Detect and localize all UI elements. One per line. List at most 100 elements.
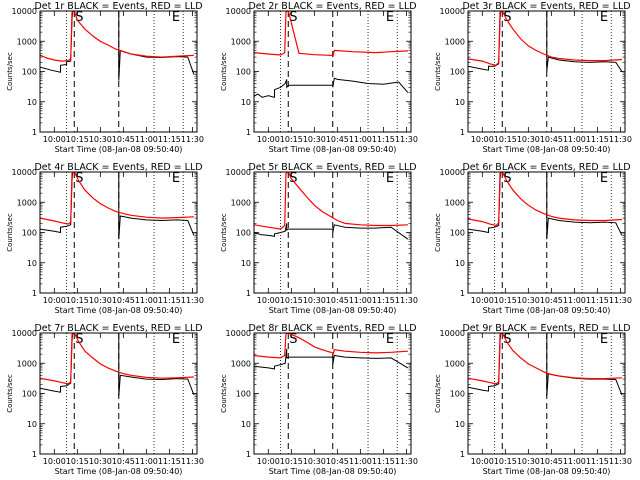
x-tick-label: 10:30	[303, 135, 326, 144]
x-axis-label: Start Time (08-Jan-08 09:50:40)	[55, 467, 183, 476]
events-series-line	[468, 11, 623, 72]
y-axis-label: Counts/sec	[220, 52, 228, 91]
chart-title: Det 9r BLACK = Events, RED = LLD	[462, 323, 630, 334]
chart-title: Det 7r BLACK = Events, RED = LLD	[34, 323, 202, 334]
y-tick-label: 1	[460, 289, 465, 298]
y-tick-label: 1	[246, 128, 251, 137]
y-tick-label: 10000	[226, 329, 251, 338]
event-marker-label: S	[75, 10, 83, 25]
chart-panel-6: Det 6r BLACK = Events, RED = LLD 1 10 100 10…	[434, 162, 632, 315]
x-axis-label: Start Time (08-Jan-08 09:50:40)	[55, 306, 183, 315]
reference-lines	[280, 11, 398, 132]
x-tick-label: 10:15	[66, 135, 89, 144]
x-tick-label: 10:30	[303, 296, 326, 305]
series-group	[254, 172, 409, 240]
y-tick-label: 1	[32, 289, 37, 298]
x-tick-label: 10:15	[280, 135, 303, 144]
events-series-line	[40, 172, 195, 240]
x-tick-label: 10:45	[112, 457, 135, 466]
series-group	[40, 172, 195, 240]
event-marker-label: E	[172, 171, 180, 186]
lld-series-line	[40, 333, 194, 385]
x-axis-label: Start Time (08-Jan-08 09:50:40)	[269, 306, 397, 315]
x-tick-label: 10:15	[66, 296, 89, 305]
y-tick-label: 1000	[231, 37, 251, 46]
x-tick-label: 10:30	[89, 296, 112, 305]
x-axis-label: Start Time (08-Jan-08 09:50:40)	[483, 467, 611, 476]
y-tick-label: 100	[450, 68, 465, 77]
y-tick-label: 1000	[231, 198, 251, 207]
series-group	[254, 11, 409, 98]
x-tick-label: 11:30	[609, 135, 632, 144]
x-tick-label: 11:00	[349, 296, 372, 305]
y-tick-label: 100	[236, 229, 251, 238]
x-tick-label: 11:15	[372, 296, 395, 305]
lld-series-line	[468, 172, 622, 227]
x-tick-label: 10:45	[540, 135, 563, 144]
chart-title: Det 3r BLACK = Events, RED = LLD	[462, 1, 630, 12]
event-marker-label: S	[75, 171, 83, 186]
y-tick-label: 10000	[440, 7, 465, 16]
y-tick-label: 10	[27, 259, 37, 268]
y-tick-label: 10	[455, 98, 465, 107]
x-tick-label: 11:15	[586, 135, 609, 144]
x-tick-label: 10:15	[66, 457, 89, 466]
x-tick-label: 10:15	[494, 296, 517, 305]
plot-frame	[39, 10, 198, 133]
lld-series-line	[468, 333, 622, 385]
x-axis-label: Start Time (08-Jan-08 09:50:40)	[55, 145, 183, 154]
y-axis-label: Counts/sec	[6, 213, 14, 252]
events-series-line	[254, 77, 409, 98]
event-marker-label: S	[289, 332, 297, 347]
x-tick-label: 11:30	[181, 457, 204, 466]
x-tick-label: 11:15	[158, 296, 181, 305]
x-tick-label: 10:15	[494, 135, 517, 144]
chart-panel-2: Det 2r BLACK = Events, RED = LLD 1 10 100 10…	[220, 1, 418, 154]
x-tick-label: 10:45	[112, 135, 135, 144]
x-tick-label: 10:00	[257, 457, 280, 466]
x-tick-label: 10:15	[280, 296, 303, 305]
chart-panel-4: Det 4r BLACK = Events, RED = LLD 1 10 100 10…	[6, 162, 204, 315]
y-tick-label: 100	[236, 390, 251, 399]
x-tick-label: 10:15	[280, 457, 303, 466]
y-tick-label: 10	[27, 98, 37, 107]
event-marker-label: E	[600, 171, 608, 186]
events-series-line	[254, 223, 409, 240]
chart-panel-3: Det 3r BLACK = Events, RED = LLD 1 10 100 10…	[434, 1, 632, 154]
chart-title: Det 5r BLACK = Events, RED = LLD	[248, 162, 416, 173]
y-tick-label: 10000	[226, 168, 251, 177]
series-group	[468, 333, 623, 397]
lld-series-line	[468, 11, 622, 66]
chart-panel-8: Det 8r BLACK = Events, RED = LLD 1 10 100 10…	[220, 323, 418, 476]
x-tick-label: 11:30	[181, 135, 204, 144]
x-tick-label: 11:00	[563, 135, 586, 144]
y-tick-label: 1000	[231, 359, 251, 368]
x-axis-label: Start Time (08-Jan-08 09:50:40)	[483, 145, 611, 154]
y-tick-label: 1	[460, 128, 465, 137]
x-tick-label: 10:30	[517, 457, 540, 466]
x-tick-label: 11:00	[135, 296, 158, 305]
x-axis-label: Start Time (08-Jan-08 09:50:40)	[269, 145, 397, 154]
y-tick-label: 1	[32, 128, 37, 137]
chart-title: Det 1r BLACK = Events, RED = LLD	[34, 1, 202, 12]
event-marker-label: E	[172, 10, 180, 25]
y-tick-label: 1000	[17, 198, 37, 207]
x-axis-label: Start Time (08-Jan-08 09:50:40)	[483, 306, 611, 315]
y-tick-label: 1000	[17, 359, 37, 368]
x-tick-label: 10:45	[112, 296, 135, 305]
y-tick-label: 10000	[12, 7, 37, 16]
event-marker-label: E	[386, 10, 394, 25]
event-marker-label: S	[503, 10, 511, 25]
event-marker-label: E	[600, 332, 608, 347]
y-tick-label: 1	[246, 289, 251, 298]
x-tick-label: 11:15	[372, 457, 395, 466]
events-series-line	[468, 172, 623, 240]
x-tick-label: 10:15	[494, 457, 517, 466]
lld-series-line	[254, 11, 408, 58]
lld-series-line	[254, 333, 408, 359]
x-tick-label: 11:30	[395, 296, 418, 305]
chart-panel-7: Det 7r BLACK = Events, RED = LLD 1 10 100 10…	[6, 323, 204, 476]
event-marker-label: S	[289, 10, 297, 25]
